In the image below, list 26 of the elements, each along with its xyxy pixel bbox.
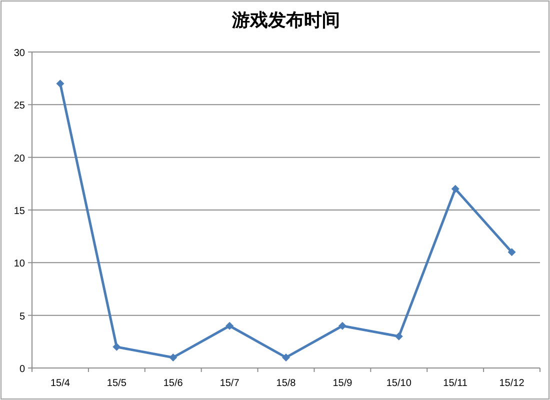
x-tick-label: 15/6 xyxy=(163,378,184,389)
x-tick-label: 15/8 xyxy=(276,378,296,389)
x-tick-label: 15/11 xyxy=(443,378,468,389)
point xyxy=(226,322,234,330)
y-tick-label: 25 xyxy=(14,100,26,112)
point xyxy=(112,342,121,351)
y-tick-label: 30 xyxy=(14,48,26,59)
y-tick-label: 20 xyxy=(14,153,26,164)
title: 游戏发布时间 xyxy=(232,10,340,31)
point xyxy=(508,248,516,256)
y-tick-label: 15 xyxy=(14,206,26,217)
x-tick-label: 15/9 xyxy=(332,378,353,389)
point xyxy=(56,80,64,88)
x-tick-label: 15/12 xyxy=(499,378,525,389)
point xyxy=(338,322,346,330)
point xyxy=(169,353,178,362)
point xyxy=(451,184,460,193)
x-tick-label: 15/7 xyxy=(220,378,240,389)
x-tick-label: 15/10 xyxy=(386,378,412,389)
y-tick-label: 10 xyxy=(14,258,26,270)
x-tick-label: 15/4 xyxy=(50,378,70,389)
point xyxy=(282,353,290,362)
point xyxy=(394,332,403,340)
y-tick-label: 0 xyxy=(19,364,26,375)
y-tick-label: 5 xyxy=(19,311,26,322)
x-tick-label: 15/5 xyxy=(106,378,127,389)
